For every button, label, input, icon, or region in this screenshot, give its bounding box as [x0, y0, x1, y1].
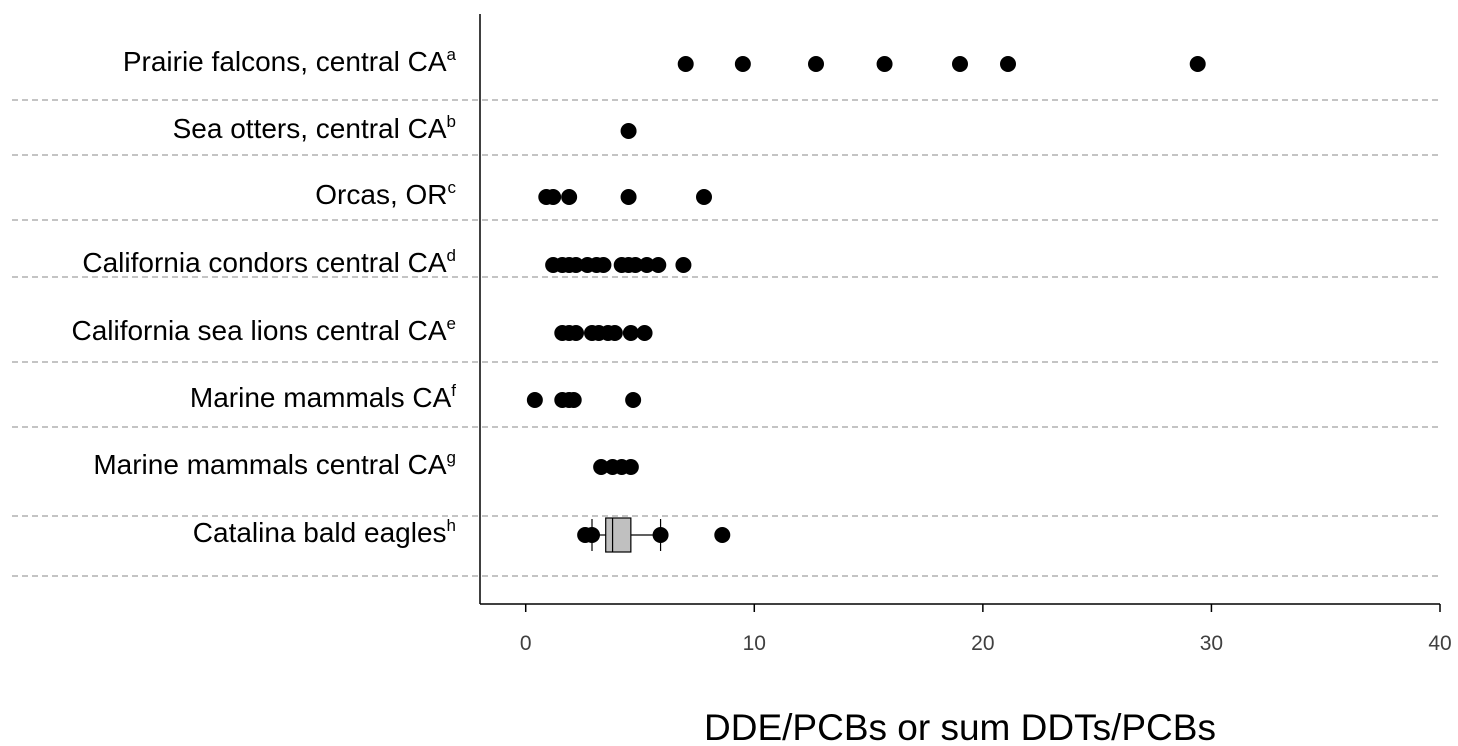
data-point-6-3	[622, 459, 639, 475]
data-point-0-4	[952, 56, 968, 72]
data-point-0-6	[1189, 56, 1206, 72]
data-point-0-0	[677, 56, 694, 72]
data-point-3-6	[595, 257, 612, 273]
category-label-superscript: g	[447, 448, 456, 467]
category-label-text: Marine mammals CA	[190, 382, 452, 413]
category-label-0: Prairie falcons, central CAa	[123, 45, 457, 77]
data-point-4-6	[606, 325, 623, 341]
data-point-5-0	[526, 392, 543, 408]
category-label-text: Sea otters, central CA	[173, 113, 447, 144]
data-point-0-5	[1000, 56, 1016, 72]
category-label-6: Marine mammals central CAg	[93, 448, 456, 480]
category-label-text: Prairie falcons, central CA	[123, 46, 447, 77]
data-point-2-4	[696, 189, 712, 205]
data-point-7-1	[584, 527, 600, 543]
axes	[479, 14, 1440, 605]
x-tick-label-10: 10	[743, 632, 766, 655]
x-tick-label-40: 40	[1428, 632, 1451, 655]
category-label-superscript: f	[451, 381, 456, 400]
x-tick-label-0: 0	[520, 632, 532, 655]
data-point-5-4	[625, 392, 642, 408]
data-point-7-2	[652, 527, 669, 543]
data-point-5-3	[565, 392, 582, 408]
data-point-2-2	[561, 189, 578, 205]
data-point-0-3	[876, 56, 893, 72]
box-plots	[591, 517, 662, 553]
category-label-2: Orcas, ORc	[315, 178, 456, 210]
category-label-text: Orcas, OR	[315, 179, 447, 210]
category-separators	[12, 99, 1438, 577]
data-point-0-2	[808, 56, 824, 72]
data-point-0-1	[734, 56, 751, 72]
x-axis-ticks: 0 10 20 30 40	[520, 604, 1452, 655]
category-label-superscript: e	[447, 314, 456, 333]
category-label-text: Marine mammals central CA	[93, 449, 447, 480]
data-point-3-11	[650, 257, 667, 273]
category-label-5: Marine mammals CAf	[190, 381, 456, 413]
data-point-3-9	[627, 257, 644, 273]
category-label-text: California sea lions central CA	[71, 315, 446, 346]
category-label-text: Catalina bald eagles	[193, 517, 447, 548]
data-point-2-1	[545, 189, 562, 205]
category-label-1: Sea otters, central CAb	[173, 112, 456, 144]
data-point-3-12	[675, 257, 692, 273]
data-point-3-10	[638, 257, 655, 273]
data-point-4-7	[622, 325, 639, 341]
data-point-2-3	[620, 189, 637, 205]
data-point-1-0	[620, 123, 637, 139]
box-iqr	[605, 517, 632, 553]
data-point-4-8	[636, 325, 653, 341]
category-label-4: California sea lions central CAe	[71, 314, 456, 346]
data-points	[526, 56, 1206, 543]
category-label-superscript: b	[447, 112, 456, 131]
data-point-7-3	[714, 527, 731, 543]
category-labels: Prairie falcons, central CAa Sea otters, …	[71, 45, 456, 548]
category-label-superscript: h	[447, 516, 456, 535]
x-tick-label-30: 30	[1200, 632, 1223, 655]
category-label-7: Catalina bald eaglesh	[193, 516, 456, 548]
x-axis-title: DDE/PCBs or sum DDTs/PCBs	[704, 707, 1216, 746]
category-label-text: California condors central CA	[82, 247, 446, 278]
category-label-superscript: c	[448, 178, 457, 197]
category-label-superscript: d	[447, 246, 456, 265]
data-point-6-0	[593, 459, 610, 475]
category-label-superscript: a	[447, 45, 457, 64]
data-point-3-3	[568, 257, 584, 273]
category-label-3: California condors central CAd	[82, 246, 456, 278]
data-point-4-2	[568, 325, 584, 341]
x-tick-label-20: 20	[971, 632, 994, 655]
